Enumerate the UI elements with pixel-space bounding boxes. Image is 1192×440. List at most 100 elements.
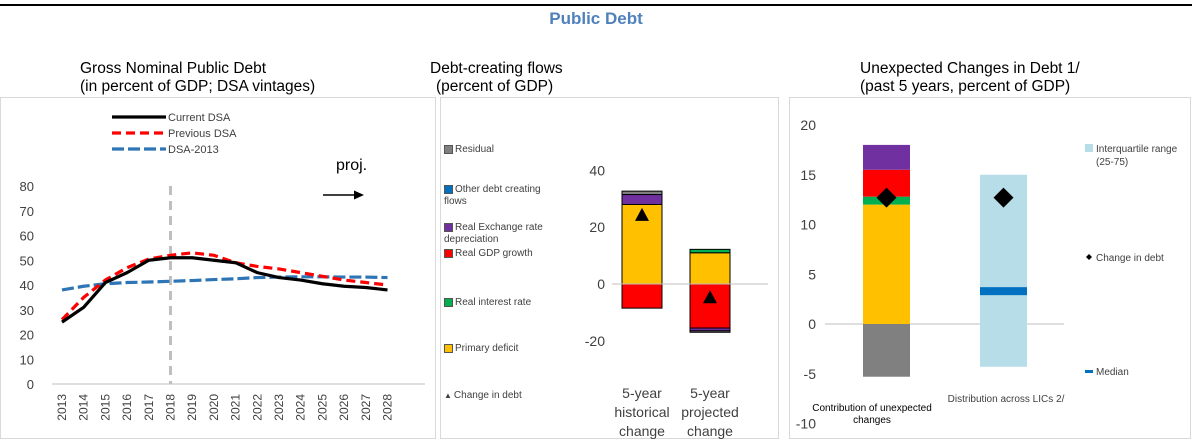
y-tick-label: 60 — [20, 229, 34, 244]
y-tick-label: 20 — [800, 117, 816, 133]
y-tick-label: 70 — [20, 204, 34, 219]
legend-label-dsa-2013: DSA-2013 — [168, 144, 219, 156]
legend-label: Primary deficit — [455, 343, 519, 354]
category-label: changes — [853, 415, 891, 426]
contribution-segment — [863, 324, 910, 377]
x-tick-label-2027: 2027 — [359, 394, 373, 421]
legend-swatch-median — [1085, 370, 1093, 373]
left-title-line1: Gross Nominal Public Debt — [80, 60, 267, 77]
category-label: projected — [681, 404, 739, 420]
legend-label: Other debt creating flows — [444, 184, 541, 207]
y-tick-label: 15 — [800, 167, 816, 183]
y-tick-label: 20 — [20, 328, 34, 343]
x-tick-label-2015: 2015 — [98, 394, 112, 421]
y-tick-label: -20 — [585, 333, 605, 349]
top-rule — [0, 4, 1192, 6]
x-tick-label-2023: 2023 — [272, 394, 286, 421]
y-tick-label: 0 — [597, 276, 605, 292]
legend-item-real-gdp-growth: Real GDP growth — [442, 248, 558, 260]
bar-segment-real-interest-rate — [689, 248, 731, 254]
x-tick-label-2018: 2018 — [164, 394, 178, 421]
category-label: change — [619, 423, 665, 439]
x-tick-label-2013: 2013 — [55, 394, 69, 421]
x-tick-label-2017: 2017 — [142, 394, 156, 421]
y-tick-label: 40 — [20, 278, 34, 293]
right-title-line1: Unexpected Changes in Debt 1/ — [860, 60, 1080, 77]
y-tick-label: 30 — [20, 303, 34, 318]
proj-annotation: proj. — [336, 157, 367, 174]
y-tick-label: -5 — [804, 366, 817, 382]
legend-label: Real interest rate — [455, 297, 532, 308]
proj-arrow-head — [354, 190, 364, 200]
series-line-previous-dsa — [60, 251, 388, 321]
change-in-debt-marker — [703, 290, 717, 304]
legend-swatch-change — [1086, 254, 1092, 260]
legend-label: Residual — [455, 144, 494, 155]
y-tick-label: 10 — [800, 217, 816, 233]
left-title-line2: (in percent of GDP; DSA vintages) — [80, 78, 316, 95]
y-tick-label: 50 — [20, 253, 34, 268]
category-label: 5-year — [690, 385, 730, 401]
legend-label-iqr: Interquartile range — [1096, 144, 1178, 155]
left-chart-frame — [0, 97, 436, 439]
x-tick-label-2028: 2028 — [381, 394, 395, 421]
x-tick-label-2022: 2022 — [250, 394, 264, 421]
triangle-icon: ▲ — [444, 391, 452, 400]
legend-label-current-dsa: Current DSA — [168, 112, 231, 124]
middle-title-line2: (percent of GDP) — [436, 78, 554, 95]
left-panel-title: Gross Nominal Public Debt (in percent of… — [80, 60, 315, 96]
x-tick-label-2026: 2026 — [337, 394, 351, 421]
category-label: Distribution across LICs 2/ — [948, 394, 1065, 405]
y-tick-label: 0 — [27, 377, 34, 392]
middle-title-line1: Debt-creating flows — [430, 60, 563, 77]
legend-label: Real GDP growth — [455, 248, 533, 259]
legend-item-primary-deficit: Primary deficit — [442, 343, 558, 355]
legend-label: Change in debt — [453, 390, 522, 401]
bar-segment-real-gdp-growth — [621, 283, 663, 309]
series-line-dsa-2013 — [61, 275, 388, 292]
legend-label-median: Median — [1096, 367, 1129, 378]
legend-item-residual: Residual — [442, 144, 558, 156]
y-tick-label: 0 — [808, 316, 816, 332]
x-tick-label-2016: 2016 — [120, 394, 134, 421]
legend-label-iqr: (25-75) — [1096, 157, 1128, 168]
legend-item-real-interest-rate: Real interest rate — [442, 297, 558, 309]
category-label: change — [687, 423, 733, 439]
unexpected-changes-bar-chart: -10 -5 0 5 10 15 20 Contribution of unexpectedc… — [796, 117, 1178, 432]
x-tick-label-2014: 2014 — [77, 394, 91, 421]
right-chart-frame — [789, 97, 1191, 439]
bar-segment-residual — [621, 190, 663, 196]
legend-swatch — [444, 144, 453, 154]
legend-swatch-iqr — [1085, 144, 1093, 152]
legend-item-other-debt-creating-flows: Other debt creating flows — [442, 184, 558, 208]
x-tick-label-2025: 2025 — [315, 394, 329, 421]
change-in-debt-marker — [876, 187, 897, 208]
y-tick-label: 20 — [589, 219, 605, 235]
change-in-debt-marker — [993, 187, 1014, 208]
legend-swatch — [444, 222, 453, 232]
middle-panel-title: Debt-creating flows (percent of GDP) — [430, 60, 563, 96]
legend-swatch — [444, 343, 453, 353]
bar-segment-primary-deficit — [689, 252, 731, 285]
page-title: Public Debt — [549, 9, 643, 28]
legend-label: Real Exchange rate depreciation — [444, 222, 543, 245]
y-tick-label: -10 — [796, 416, 816, 432]
right-title-line2: (past 5 years, percent of GDP) — [860, 78, 1071, 95]
category-label: 5-year — [622, 385, 662, 401]
legend-item-change-in-debt: ▲ Change in debt — [442, 390, 558, 402]
contribution-segment — [863, 204, 910, 324]
series-line-current-dsa — [61, 256, 388, 324]
y-tick-label: 5 — [808, 266, 816, 282]
x-tick-label-2024: 2024 — [294, 394, 308, 421]
x-tick-label-2021: 2021 — [229, 394, 243, 421]
legend-swatch — [444, 248, 453, 258]
y-tick-label: 80 — [20, 179, 34, 194]
right-panel-title: Unexpected Changes in Debt 1/ (past 5 ye… — [860, 60, 1080, 96]
y-tick-label: 40 — [589, 162, 605, 178]
x-tick-label-2019: 2019 — [185, 394, 199, 421]
category-label: historical — [614, 404, 669, 420]
change-in-debt-marker — [635, 207, 649, 221]
median-marker — [980, 287, 1027, 296]
legend-item-real-exchange-rate-depreciation: Real Exchange rate depreciation — [442, 222, 558, 246]
debt-vintages-line-chart: 0 10 20 30 40 50 60 70 80 proj. 2013 2014 2015 2016 20… — [20, 112, 425, 421]
